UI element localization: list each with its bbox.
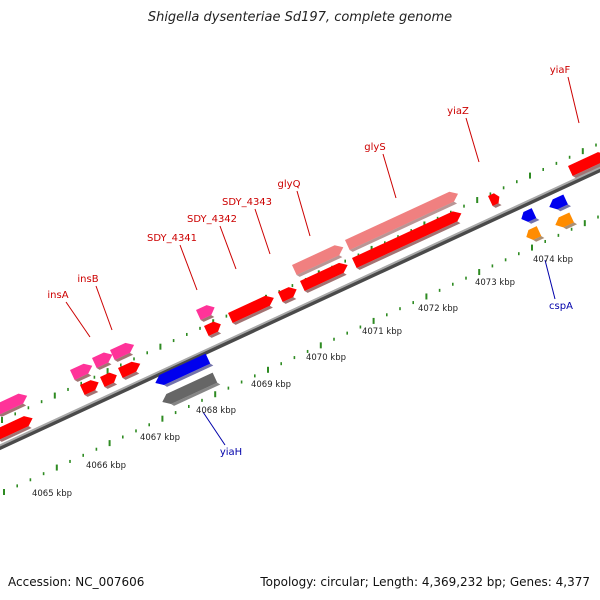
scale-label: 4074 kbp [533,255,573,265]
gene-label-SDY_4343[interactable]: SDY_4343 [222,197,272,208]
gene-feature-SDY-4341[interactable] [196,302,218,322]
gene-label-cspA[interactable]: cspA [549,301,573,312]
gene-feature-glyQ[interactable] [300,260,351,294]
gene-feature-orange[interactable] [553,212,578,233]
gene-label-SDY_4341[interactable]: SDY_4341 [147,233,197,244]
label-leader-line [382,153,397,199]
label-leader-line [202,411,226,446]
gene-feature-glyS[interactable] [352,208,465,270]
gene-label-yiaF[interactable]: yiaF [550,65,571,76]
label-leader-line [219,225,237,270]
scale-label: 4068 kbp [196,406,236,416]
scale-label: 4067 kbp [140,433,180,443]
label-leader-line [567,76,580,124]
gene-feature-red[interactable] [278,284,300,304]
gene-feature-red[interactable] [100,370,120,389]
scale-label: 4066 kbp [86,461,126,471]
scale-label: 4072 kbp [418,304,458,314]
gene-label-glyQ[interactable]: glyQ [278,179,301,190]
gene-feature-red[interactable] [80,377,102,397]
gene-feature-SDY-4342[interactable] [204,319,224,338]
gene-feature-blue[interactable] [153,353,214,391]
scale-label: 4069 kbp [251,380,291,390]
gene-label-yiaZ[interactable]: yiaZ [447,106,469,117]
gene-label-glyS[interactable]: glyS [364,142,385,153]
gene-feature-cspA[interactable] [524,225,545,244]
label-leader-line [465,117,480,163]
gene-feature-blue[interactable] [547,194,572,215]
gene-label-yiaH[interactable]: yiaH [220,447,242,458]
gene-feature-yiaH[interactable] [160,372,221,410]
label-leader-line [95,285,113,331]
label-leader-line [544,259,556,300]
gene-label-SDY_4342[interactable]: SDY_4342 [187,214,237,225]
gene-feature-pink[interactable] [110,340,138,363]
gene-feature-red[interactable] [0,413,36,443]
map-title: Shigella dysenteriae Sd197, complete gen… [147,10,453,25]
label-leader-line [254,208,271,255]
gene-feature-glyS-salmon[interactable] [345,189,462,253]
gene-feature-red[interactable] [118,359,144,381]
gene-feature-SDY-4343[interactable] [228,293,277,326]
gene-feature-insB[interactable] [92,350,116,371]
lower-tick-track [3,215,599,495]
gene-feature-blue[interactable] [519,207,540,226]
genome-backbone [0,166,600,451]
label-leader-line [65,301,91,338]
genome-summary-text: Topology: circular; Length: 4,369,232 bp… [260,575,590,589]
gene-feature-yiaF[interactable] [568,149,600,179]
gene-label-insB[interactable]: insB [77,274,98,285]
gene-feature-insA[interactable] [70,361,96,383]
label-leader-line [179,244,198,291]
gene-feature-pink[interactable] [0,391,31,418]
scale-label: 4065 kbp [32,489,72,499]
gene-feature-yiaZ[interactable] [488,192,503,209]
accession-text: Accession: NC_007606 [8,575,145,589]
scale-label: 4070 kbp [306,353,346,363]
gene-label-insA[interactable]: insA [47,290,68,301]
gene-feature-glyQ-salmon[interactable] [292,242,347,277]
scale-label: 4071 kbp [362,327,402,337]
scale-label: 4073 kbp [475,278,515,288]
label-leader-line [296,190,311,237]
